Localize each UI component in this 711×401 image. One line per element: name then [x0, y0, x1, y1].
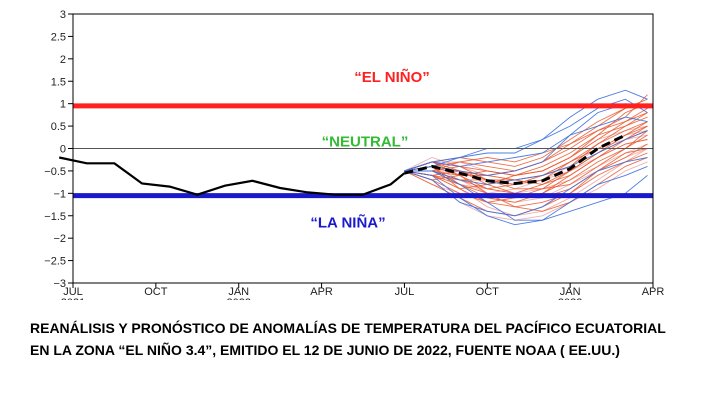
- x-tick-label: OCT: [476, 286, 500, 298]
- y-tick-label: 0.5: [51, 121, 66, 133]
- x-axis-ticks: JUL2021OCTJAN2022APRJULOCTJAN2023APR: [61, 283, 665, 300]
- main-series: [58, 133, 627, 196]
- forecast-mean-line: [404, 133, 627, 186]
- ensemble-members: [404, 89, 648, 226]
- y-tick-label: 2.5: [51, 31, 66, 43]
- y-axis-ticks: 3 2.5 2 1.5 1 0.5 0 −0.5 −1 −1.5 −2 −2.5 −3: [44, 9, 73, 290]
- x-tick-year: 2021: [61, 297, 85, 300]
- x-tick-year: 2022: [226, 297, 250, 300]
- x-tick-label: JUL: [63, 286, 83, 298]
- x-tick-label: APR: [310, 286, 333, 298]
- y-tick-label: 0: [60, 144, 66, 156]
- y-tick-label: 1.5: [51, 76, 66, 88]
- ensemble-member-line: [404, 157, 648, 217]
- ensemble-member-line: [404, 165, 648, 221]
- enso-chart: 32.521.510.50−0.5−1−1.5−2−2.5−3 JUL2021O…: [44, 9, 665, 300]
- caption-line-1: REANÁLISIS Y PRONÓSTICO DE ANOMALÍAS DE …: [30, 320, 666, 336]
- analysis-line: [58, 156, 406, 196]
- threshold-label: “NEUTRAL”: [322, 134, 409, 151]
- x-tick-label: JAN: [560, 286, 581, 298]
- y-tick-label: −0.5: [44, 166, 66, 178]
- threshold-label: “LA NIÑA”: [310, 214, 385, 232]
- threshold-label: “EL NIÑO”: [354, 68, 430, 86]
- x-tick-label: APR: [642, 286, 665, 298]
- y-tick-label: −2: [53, 233, 66, 245]
- x-tick-label: JAN: [228, 286, 249, 298]
- x-tick-year: 2023: [558, 297, 582, 300]
- plot-frame: [72, 13, 654, 284]
- y-tick-label: −3: [53, 278, 66, 290]
- x-tick-label: JUL: [395, 286, 415, 298]
- ensemble-member-line: [404, 130, 648, 185]
- figure-caption: REANÁLISIS Y PRONÓSTICO DE ANOMALÍAS DE …: [30, 317, 700, 361]
- y-tick-label: −2.5: [44, 256, 66, 268]
- y-tick-label: 2: [60, 54, 66, 66]
- y-tick-label: −1: [53, 188, 66, 200]
- ensemble-member-line: [404, 89, 648, 172]
- y-tick-label: 3: [60, 9, 66, 21]
- y-tick-label: 1: [60, 99, 66, 111]
- x-tick-label: OCT: [144, 286, 168, 298]
- ensemble-member-line: [404, 112, 648, 172]
- threshold-labels: “EL NIÑO” “NEUTRAL” “LA NIÑA”: [310, 68, 429, 232]
- ensemble-member-line: [404, 116, 648, 172]
- y-tick-label: −1.5: [44, 211, 66, 223]
- caption-line-2: EN LA ZONA “EL NIÑO 3.4”, EMITIDO EL 12 …: [30, 342, 620, 358]
